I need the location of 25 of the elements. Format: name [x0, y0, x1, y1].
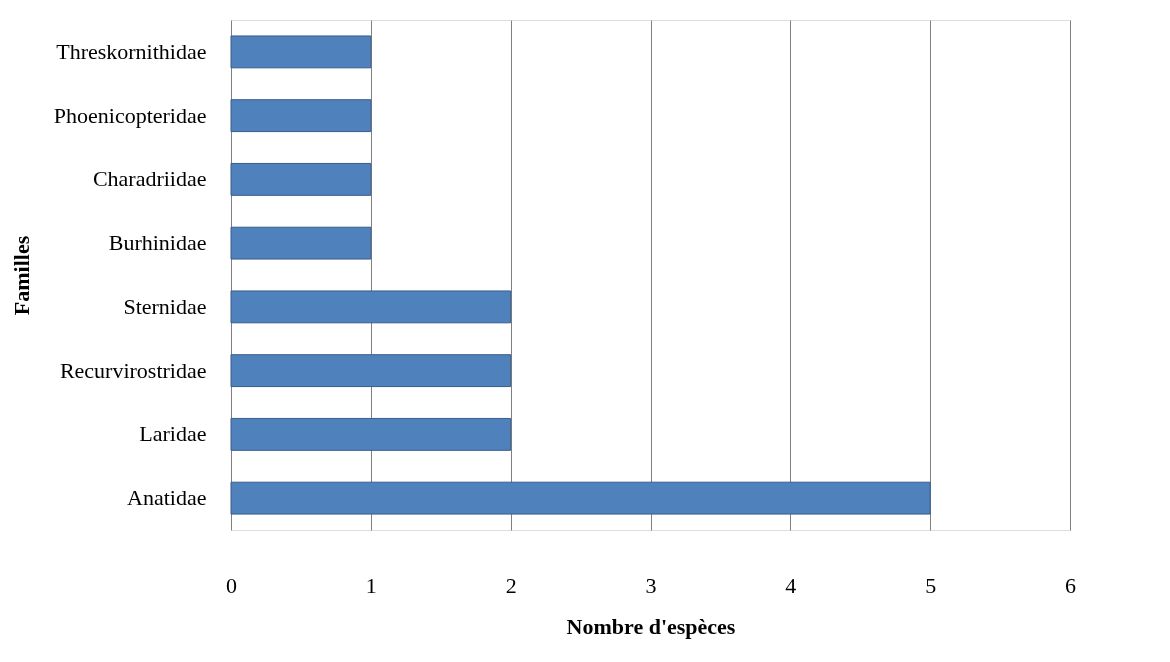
- y-tick-label: Charadriidae: [92, 166, 207, 192]
- y-tick-label: Recurvirostridae: [59, 357, 207, 383]
- x-tick-label: 6: [1065, 572, 1076, 598]
- bar: [230, 99, 372, 133]
- bar: [230, 481, 931, 515]
- x-tick-label: 2: [505, 572, 517, 598]
- x-tick-label: 4: [785, 572, 797, 598]
- y-axis-title: Familles: [8, 235, 34, 316]
- y-tick-label: Threskornithidae: [56, 38, 207, 64]
- bar: [230, 35, 372, 69]
- y-tick-label: Anatidae: [127, 485, 207, 511]
- bar: [230, 162, 372, 196]
- y-tick-label: Laridae: [139, 421, 207, 447]
- x-axis-title: Nombre d'espèces: [566, 613, 736, 639]
- x-tick-label: 3: [645, 572, 657, 598]
- y-tick-label: Phoenicopteridae: [53, 102, 207, 128]
- bar: [230, 226, 372, 260]
- x-tick-label: 5: [925, 572, 937, 598]
- bar: [230, 417, 512, 451]
- x-tick-label: 1: [365, 572, 377, 598]
- bar: [230, 354, 512, 388]
- bar: [230, 290, 512, 324]
- y-tick-label: Sternidae: [123, 293, 207, 319]
- x-tick-label: 0: [226, 572, 237, 598]
- y-tick-label: Burhinidae: [108, 230, 207, 256]
